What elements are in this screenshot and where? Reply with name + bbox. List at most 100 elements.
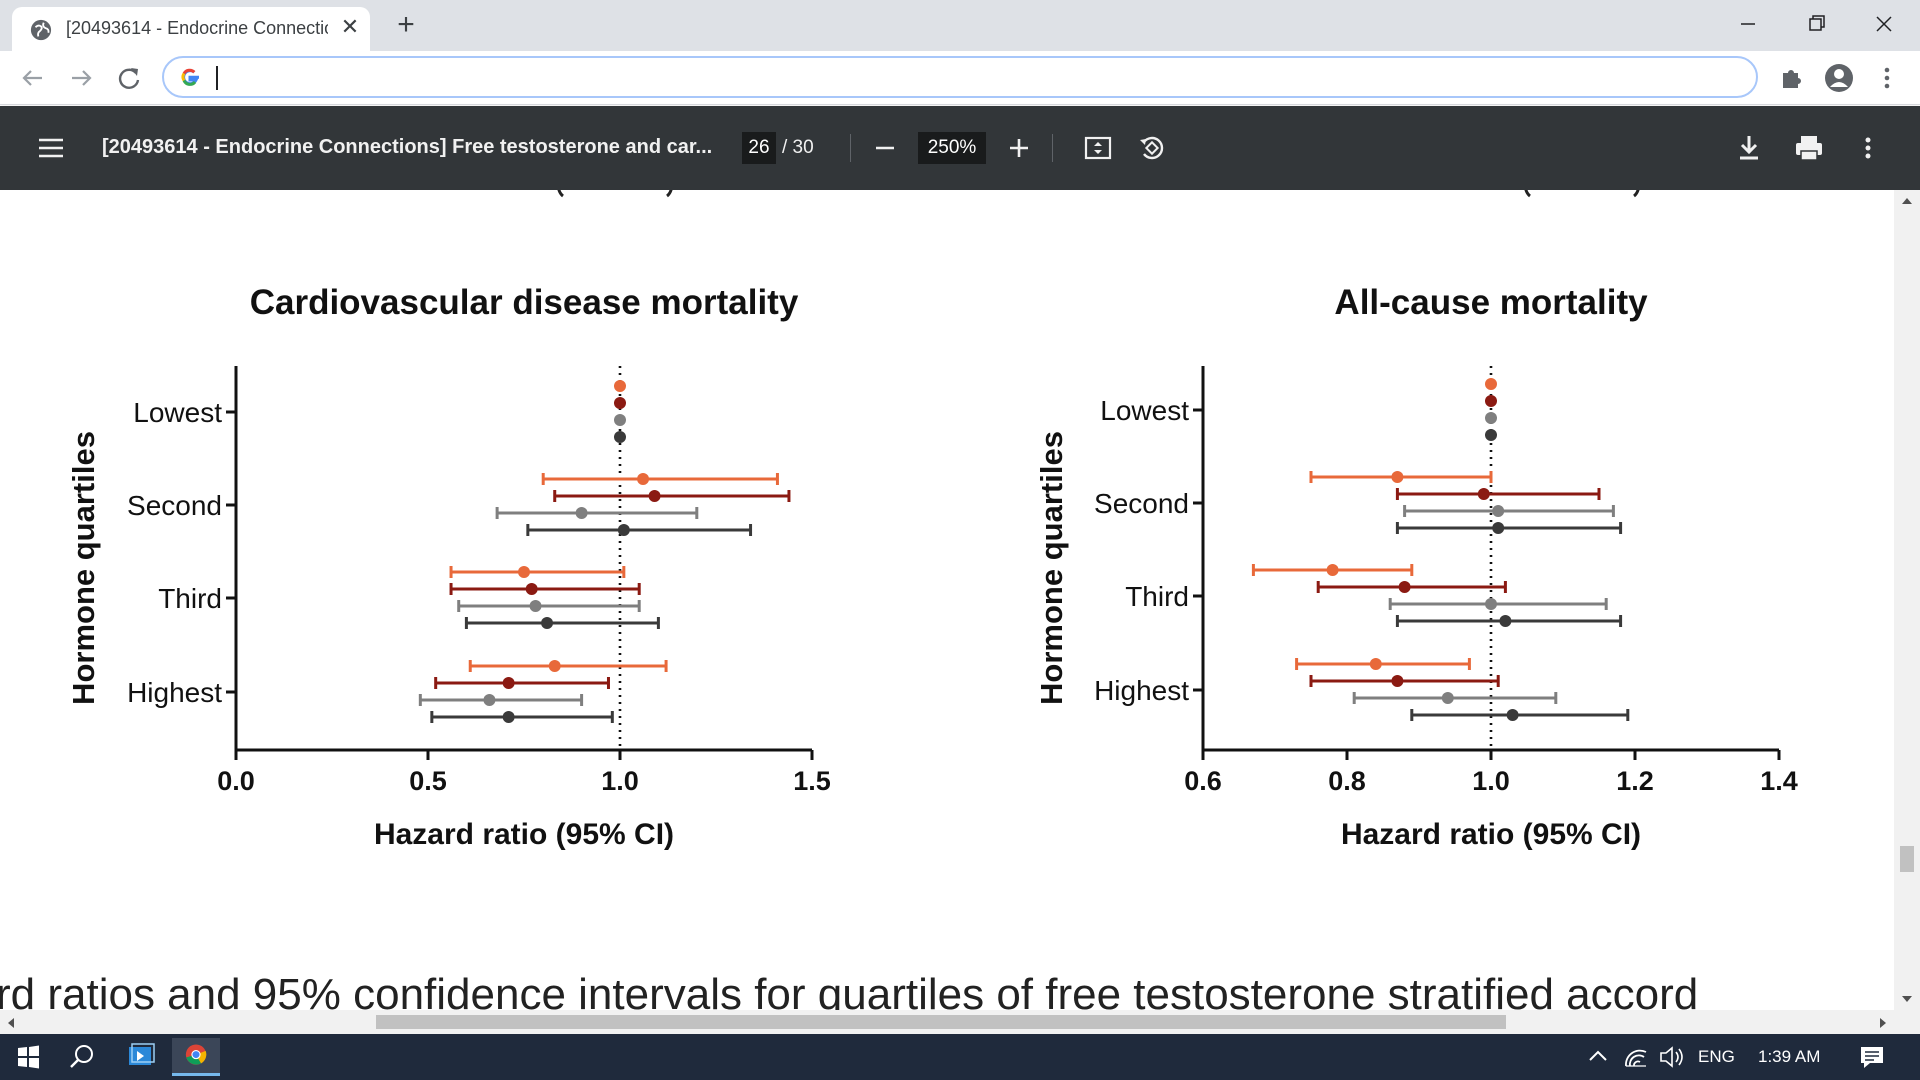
y-tick-label: Second <box>127 490 222 521</box>
tab-close-icon[interactable]: ✕ <box>340 14 360 39</box>
google-g-icon <box>181 68 199 86</box>
cropped-previous-content <box>1632 190 1640 198</box>
hazard-ratio-point <box>1391 675 1404 687</box>
chart-title: Cardiovascular disease mortality <box>250 283 799 322</box>
hazard-ratio-point <box>575 507 588 519</box>
y-tick-label: Lowest <box>1100 395 1189 426</box>
chart-title: All-cause mortality <box>1334 283 1648 322</box>
y-tick-label: Highest <box>127 677 222 708</box>
hazard-ratio-point <box>617 524 630 536</box>
volume-icon[interactable] <box>1652 1038 1692 1076</box>
forward-icon[interactable] <box>64 61 98 95</box>
windows-taskbar: ENG 1:39 AM <box>0 1034 1920 1080</box>
hazard-ratio-point <box>1485 429 1497 441</box>
chrome-icon[interactable] <box>172 1038 220 1076</box>
cropped-previous-content <box>665 190 673 198</box>
fit-to-page-icon[interactable] <box>1082 132 1114 164</box>
zoom-out-icon[interactable] <box>870 132 900 164</box>
notifications-icon[interactable] <box>1848 1038 1896 1076</box>
text-caret <box>216 66 218 90</box>
hazard-ratio-point <box>1391 471 1404 483</box>
x-axis-label: Hazard ratio (95% CI) <box>1341 818 1641 851</box>
taskbar-app-icon[interactable] <box>116 1038 164 1076</box>
y-tick-label: Highest <box>1094 675 1189 706</box>
reload-icon[interactable] <box>112 61 146 95</box>
hazard-ratio-point <box>614 380 626 392</box>
hazard-ratio-point <box>502 677 515 689</box>
hazard-ratio-point <box>1398 581 1411 593</box>
address-bar[interactable] <box>162 56 1758 98</box>
zoom-level-input[interactable]: 250% <box>918 132 986 164</box>
hazard-ratio-point <box>1499 615 1512 627</box>
scroll-up-icon[interactable] <box>1901 196 1913 206</box>
close-window-icon[interactable] <box>1856 6 1912 42</box>
more-options-icon[interactable] <box>1856 132 1880 164</box>
browser-tab[interactable]: [20493614 - Endocrine Connectio ✕ <box>12 7 370 51</box>
hazard-ratio-point <box>1369 658 1382 670</box>
x-tick-label: 1.5 <box>793 766 831 796</box>
system-clock[interactable]: 1:39 AM <box>1758 1047 1821 1066</box>
download-icon[interactable] <box>1734 132 1764 164</box>
zoom-in-icon[interactable] <box>1004 132 1034 164</box>
rotate-icon[interactable] <box>1136 132 1168 164</box>
browser-toolbar <box>0 51 1920 105</box>
hazard-ratio-point <box>1326 564 1339 576</box>
input-language[interactable]: ENG <box>1698 1047 1735 1066</box>
hazard-ratio-point <box>614 397 626 409</box>
toolbar-divider <box>1052 134 1053 162</box>
hazard-ratio-point <box>1485 412 1497 424</box>
hazard-ratio-point <box>1485 395 1497 407</box>
scroll-right-icon[interactable] <box>1878 1017 1888 1029</box>
figure-caption: rd ratios and 95% confidence intervals f… <box>0 970 1699 1010</box>
network-icon[interactable] <box>1616 1038 1656 1076</box>
pdf-document-viewport[interactable]: Cardiovascular disease mortality Hormone … <box>0 190 1894 1010</box>
horizontal-scrollbar[interactable] <box>0 1010 1894 1034</box>
x-tick-label: 0.5 <box>409 766 447 796</box>
vertical-scrollbar[interactable] <box>1894 190 1920 1010</box>
address-input[interactable] <box>214 62 1714 92</box>
search-icon[interactable] <box>58 1038 106 1076</box>
cvd-mortality-chart: Cardiovascular disease mortality Hormone … <box>66 283 831 851</box>
minimize-icon[interactable] <box>1720 6 1776 42</box>
hazard-ratio-point <box>1485 598 1497 610</box>
hazard-ratio-point <box>614 431 626 443</box>
scrollbar-corner <box>1894 1010 1920 1034</box>
x-tick-label: 1.0 <box>1472 766 1510 796</box>
hazard-ratio-point <box>1492 505 1505 517</box>
forest-plot-figure: Cardiovascular disease mortality Hormone … <box>66 190 1798 851</box>
y-axis-label: Hormone quartiles <box>1034 431 1069 705</box>
windows-start-icon[interactable] <box>4 1038 52 1076</box>
hazard-ratio-point <box>1477 488 1490 500</box>
y-tick-label: Third <box>158 583 222 614</box>
hamburger-menu-icon[interactable] <box>36 133 66 163</box>
y-tick-label: Lowest <box>133 397 222 428</box>
y-tick-label: Third <box>1125 581 1189 612</box>
extensions-icon[interactable] <box>1774 61 1808 95</box>
hazard-ratio-point <box>525 583 538 595</box>
profile-avatar-icon[interactable] <box>1822 61 1856 95</box>
hazard-ratio-point <box>502 711 515 723</box>
all-cause-mortality-chart: All-cause mortality Hormone quartiles 0.6 0… <box>1034 283 1798 851</box>
print-icon[interactable] <box>1792 132 1826 164</box>
y-tick-label: Second <box>1094 488 1189 519</box>
vertical-scroll-thumb[interactable] <box>1900 846 1914 872</box>
browser-menu-icon[interactable] <box>1870 61 1904 95</box>
scroll-down-icon[interactable] <box>1901 994 1913 1004</box>
horizontal-scroll-thumb[interactable] <box>376 1015 1506 1029</box>
pdf-toolbar: [20493614 - Endocrine Connections] Free … <box>0 106 1920 190</box>
back-icon[interactable] <box>16 61 50 95</box>
tab-strip: [20493614 - Endocrine Connectio ✕ + <box>0 0 1920 51</box>
scroll-left-icon[interactable] <box>6 1017 16 1029</box>
chevron-up-icon[interactable] <box>1574 1038 1622 1076</box>
hazard-ratio-point <box>541 617 554 629</box>
page-number-input[interactable]: 26 <box>742 132 776 164</box>
hazard-ratio-point <box>483 694 496 706</box>
new-tab-button[interactable]: + <box>397 8 415 41</box>
x-tick-label: 0.6 <box>1184 766 1222 796</box>
restore-icon[interactable] <box>1788 6 1844 42</box>
x-tick-label: 0.8 <box>1328 766 1366 796</box>
x-tick-label: 1.0 <box>601 766 639 796</box>
toolbar-divider <box>850 134 851 162</box>
x-tick-label: 1.4 <box>1760 766 1798 796</box>
hazard-ratio-point <box>614 414 626 426</box>
